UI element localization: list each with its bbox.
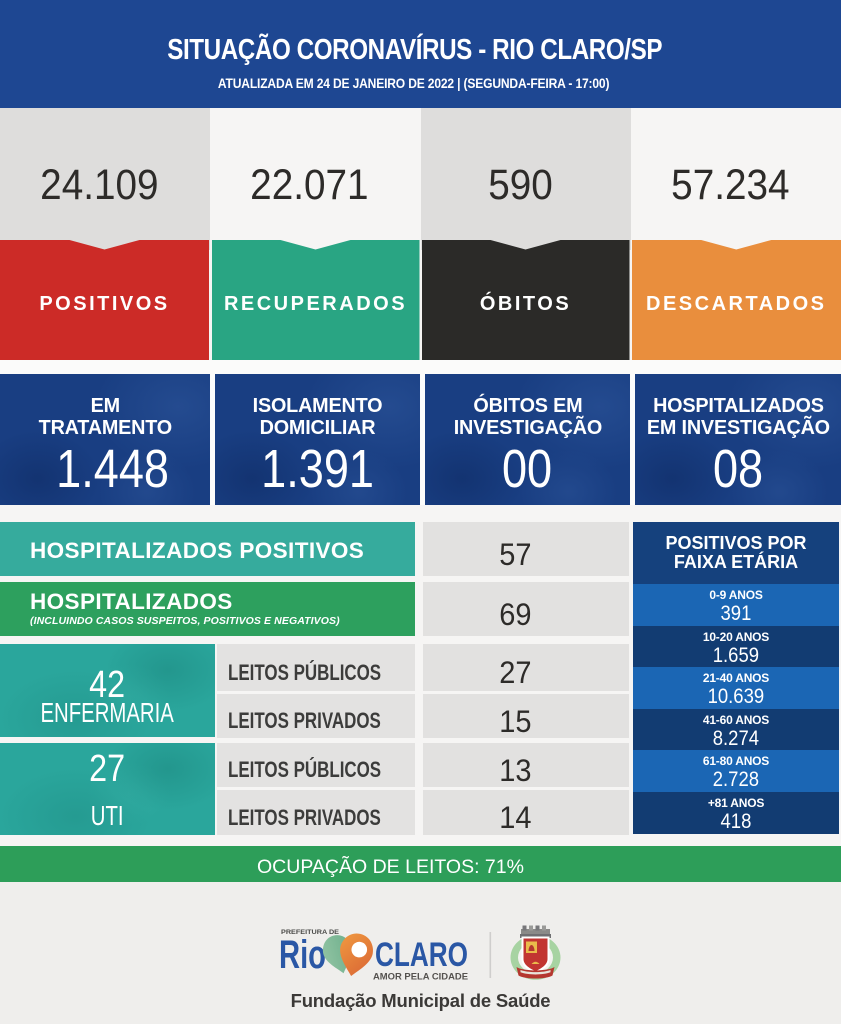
svg-text:AMOR PELA CIDADE: AMOR PELA CIDADE xyxy=(373,972,468,983)
svg-text:CLARO: CLARO xyxy=(375,936,468,974)
svg-text:PREFEITURA DE: PREFEITURA DE xyxy=(281,929,339,936)
svg-text:Rio: Rio xyxy=(279,933,326,977)
